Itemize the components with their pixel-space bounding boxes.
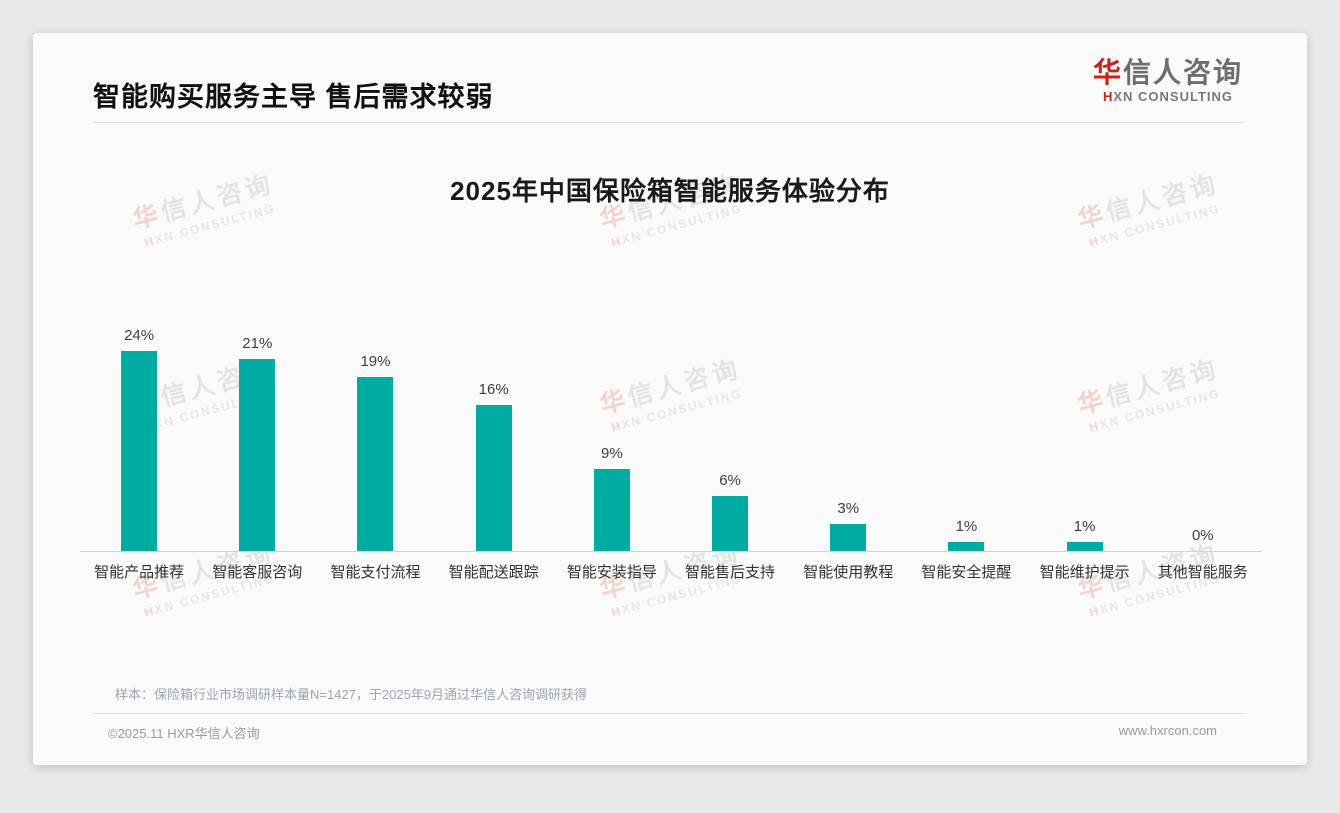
bar-column: 6% bbox=[671, 327, 789, 551]
bar-value-label: 6% bbox=[719, 472, 741, 490]
category-axis: 智能产品推荐 智能客服咨询 智能支付流程 智能配送跟踪 智能安装指导 智能售后支持 智能使用… bbox=[80, 561, 1262, 582]
category-label: 智能使用教程 bbox=[803, 564, 894, 581]
bar-value-label: 1% bbox=[1073, 517, 1096, 535]
footer-divider bbox=[93, 713, 1245, 714]
bar bbox=[830, 523, 867, 551]
website-url: www.hxrcon.com bbox=[1118, 723, 1217, 738]
category-label: 智能支付流程 bbox=[330, 564, 421, 581]
bar-value-label: 16% bbox=[478, 380, 509, 398]
bar bbox=[239, 358, 276, 551]
bar-value-label: 3% bbox=[837, 499, 860, 517]
logo-chinese-name: 华信人咨询 bbox=[1093, 57, 1243, 89]
bar-column: 9% bbox=[553, 327, 671, 551]
category-label: 智能安全提醒 bbox=[921, 564, 1012, 581]
bar-value-label: 0% bbox=[1191, 527, 1214, 544]
category-label: 智能产品推荐 bbox=[94, 564, 185, 581]
logo-red-letter: H bbox=[1102, 89, 1114, 105]
bar-value-label: 21% bbox=[242, 334, 273, 352]
bar-column: 3% bbox=[789, 327, 907, 551]
bar-column: 0% bbox=[1144, 327, 1262, 551]
category-label: 其他智能服务 bbox=[1157, 564, 1248, 581]
bar bbox=[1066, 541, 1103, 551]
bar-column: 21% bbox=[198, 327, 316, 551]
category-label: 智能维护提示 bbox=[1039, 564, 1130, 581]
bar bbox=[948, 541, 985, 551]
category-label: 智能售后支持 bbox=[685, 564, 776, 581]
bar bbox=[121, 351, 158, 551]
logo-gray-chars: 信人咨询 bbox=[1122, 57, 1243, 88]
bar-column: 1% bbox=[1026, 327, 1144, 551]
bar bbox=[357, 377, 394, 551]
header-divider bbox=[93, 122, 1245, 123]
category-label: 智能安装指导 bbox=[566, 564, 657, 581]
sample-note: 样本：保险箱行业市场调研样本量N=1427，于2025年9月通过华信人咨询调研获… bbox=[115, 687, 588, 702]
bar-value-label: 1% bbox=[955, 517, 978, 535]
category-label: 智能配送跟踪 bbox=[448, 564, 539, 581]
logo-english-name: HXN CONSULTING bbox=[1093, 89, 1243, 104]
bar-column: 19% bbox=[316, 327, 434, 551]
bar bbox=[475, 404, 512, 551]
bar-value-label: 19% bbox=[360, 353, 391, 371]
bar-column: 24% bbox=[80, 327, 198, 551]
logo-red-char: 华 bbox=[1092, 57, 1123, 88]
bar-value-label: 24% bbox=[124, 327, 155, 344]
chart-title: 2025年中国保险箱智能服务体验分布 bbox=[450, 176, 890, 206]
bar-value-label: 9% bbox=[601, 444, 623, 462]
bar-column: 1% bbox=[907, 327, 1025, 551]
page-title: 智能购买服务主导 售后需求较弱 bbox=[93, 82, 494, 112]
bar bbox=[593, 468, 630, 551]
category-label: 智能客服咨询 bbox=[212, 564, 303, 581]
bar bbox=[712, 496, 749, 551]
company-logo: 华信人咨询 HXN CONSULTING bbox=[1093, 57, 1243, 104]
bar-chart-plot: 24% 21% 19% 16% 9% 6% 3% 1% 1% 0% bbox=[80, 327, 1262, 552]
copyright-text: ©2025.11 HXR华信人咨询 bbox=[108, 726, 260, 741]
logo-gray-letters: XN CONSULTING bbox=[1113, 89, 1233, 105]
bar-column: 16% bbox=[435, 327, 553, 551]
